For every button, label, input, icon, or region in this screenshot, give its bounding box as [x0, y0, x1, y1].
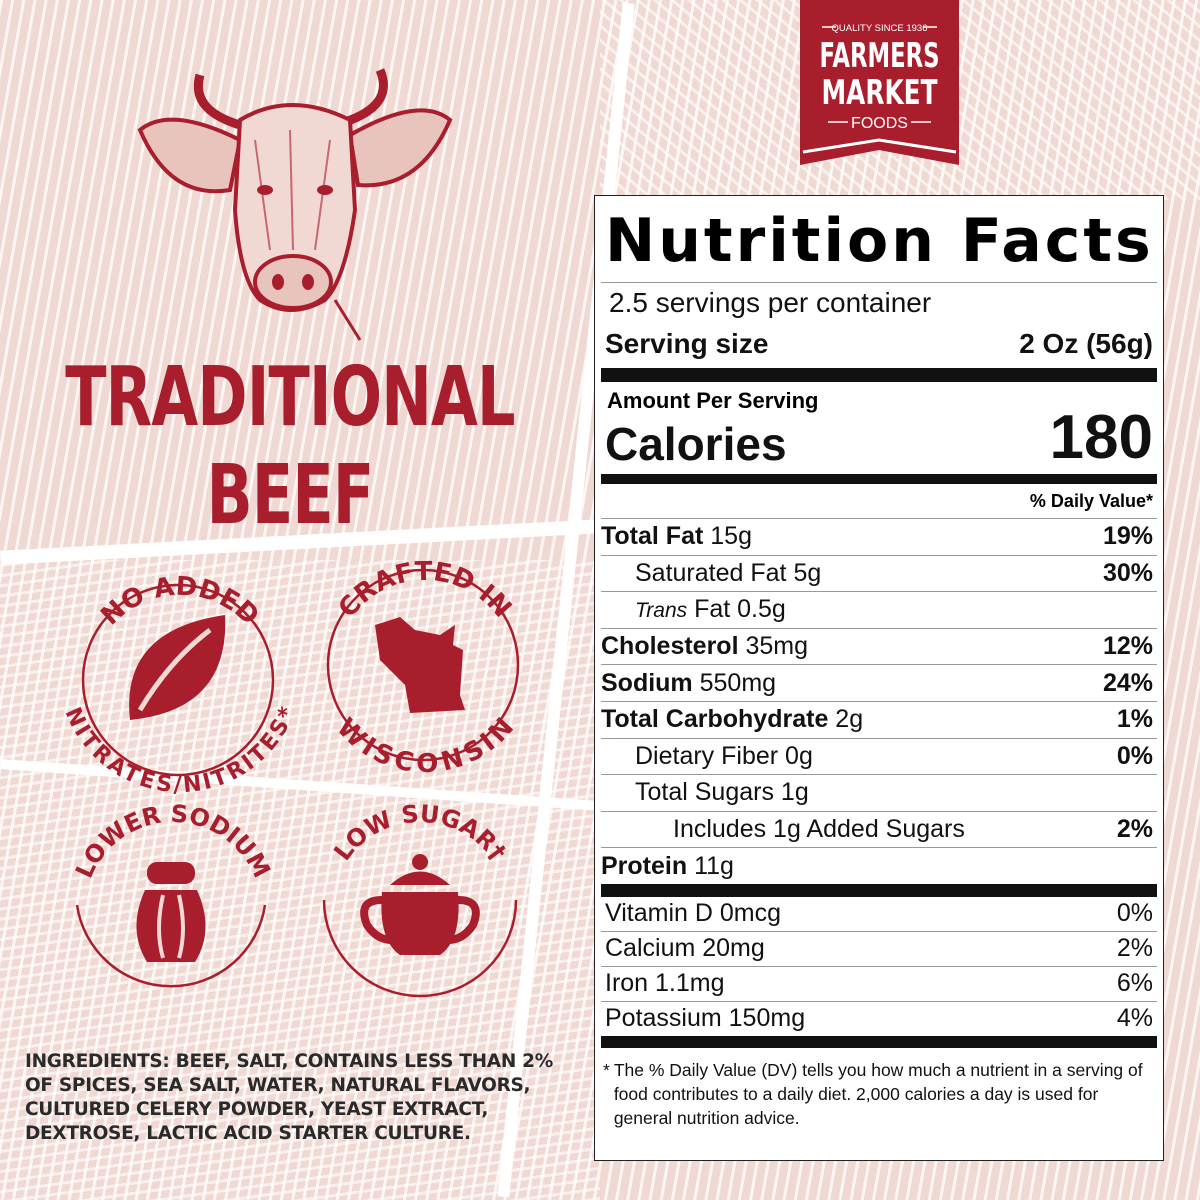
nutrient-row: Trans Fat 0.5g	[601, 591, 1157, 628]
badge-lower-sodium: LOWER SODIUM	[70, 800, 276, 988]
svg-text:CRAFTED IN: CRAFTED IN	[333, 557, 517, 624]
brand-logo: QUALITY SINCE 1936 FARMERS MARKET FOODS	[800, 0, 959, 165]
vitamin-daily-value: 6%	[1116, 969, 1153, 998]
nutrition-facts-panel: Nutrition Facts 2.5 servings per contain…	[594, 195, 1164, 1161]
vitamin-name: Calcium 20mg	[605, 934, 765, 963]
nutrient-daily-value: 12%	[1102, 632, 1153, 661]
cow-illustration	[137, 68, 453, 341]
calories-row: Calories 180	[601, 403, 1157, 472]
nutrient-label: Total Fat 15g	[601, 522, 752, 551]
vitamin-name: Vitamin D 0mcg	[605, 899, 781, 928]
nutrient-row: Includes 1g Added Sugars 2%	[601, 810, 1157, 848]
svg-text:QUALITY SINCE 1936: QUALITY SINCE 1936	[832, 23, 928, 34]
serving-size-row: Serving size 2 Oz (56g)	[601, 323, 1157, 365]
nutrient-name: Fat	[694, 595, 731, 624]
vitamins-list: Vitamin D 0mcg 0% Calcium 20mg 2% Iron 1.1mg…	[601, 897, 1157, 1036]
nutrient-amount: 1g	[780, 778, 809, 807]
serving-size-value: 2 Oz (56g)	[1019, 328, 1153, 359]
nutrient-label: Saturated Fat 5g	[601, 559, 821, 588]
nutrient-label: Dietary Fiber 0g	[601, 742, 813, 771]
nutrient-row: Total Fat 15g 19%	[601, 518, 1157, 555]
vitamin-name: Iron 1.1mg	[605, 969, 725, 998]
daily-value-header: % Daily Value*	[1029, 491, 1153, 511]
nutrient-name: Cholesterol	[601, 632, 739, 661]
nutrient-amount: 2g	[835, 705, 864, 734]
nutrient-name-italic: Trans	[635, 599, 688, 623]
nutrient-row: Saturated Fat 5g 30%	[601, 554, 1157, 592]
nutrient-name: Protein	[601, 851, 688, 880]
nutrient-row: Total Sugars 1g	[601, 774, 1157, 811]
servings-per-container: 2.5 servings per container	[609, 287, 932, 318]
badge-crafted-in-wisconsin: CRAFTED IN WISCONSIN	[326, 557, 520, 779]
vitamin-daily-value: 0%	[1116, 899, 1153, 928]
nutrient-row: Cholesterol 35mg 12%	[601, 627, 1157, 665]
nutrient-label: Trans Fat 0.5g	[601, 595, 786, 624]
vitamin-daily-value: 4%	[1116, 1004, 1153, 1033]
svg-text:MARKET: MARKET	[822, 73, 939, 113]
svg-text:FOODS: FOODS	[851, 115, 908, 132]
nutrient-name: Total Sugars	[635, 778, 774, 807]
nutrient-daily-value: 2%	[1116, 815, 1153, 844]
salt-shaker-icon	[136, 862, 206, 962]
nutrient-label: Includes 1g Added Sugars	[601, 815, 965, 844]
ingredients-list: INGREDIENTS: BEEF, SALT, CONTAINS LESS T…	[25, 1051, 553, 1144]
nutrient-amount: 0.5g	[737, 595, 786, 624]
nutrient-amount: 15g	[710, 522, 752, 551]
daily-value-footnote: * The % Daily Value (DV) tells you how mu…	[601, 1048, 1157, 1130]
vitamin-name: Potassium 150mg	[605, 1004, 806, 1033]
product-title-line1: TRADITIONAL	[65, 350, 515, 445]
nutrient-amount: 35mg	[745, 632, 809, 661]
vitamin-daily-value: 2%	[1116, 934, 1153, 963]
nutrient-amount: 0g	[785, 741, 813, 770]
amount-per-serving: Amount Per Serving	[607, 388, 819, 413]
nutrient-name: Total Fat	[601, 522, 704, 551]
nutrient-label: Sodium 550mg	[601, 669, 776, 698]
svg-text:WISCONSIN: WISCONSIN	[331, 712, 520, 779]
vitamin-row: Iron 1.1mg 6%	[601, 965, 1157, 1001]
nutrient-label: Total Sugars 1g	[601, 778, 809, 807]
nutrition-facts-title: Nutrition Facts	[605, 206, 1154, 276]
nutrient-row: Total Carbohydrate 2g 1%	[601, 700, 1157, 738]
nutrient-daily-value: 1%	[1116, 705, 1153, 734]
wisconsin-map-icon	[375, 617, 465, 713]
nutrients-list: Total Fat 15g 19% Saturated Fat 5g 30% Trans…	[601, 518, 1157, 884]
nutrient-name: Sodium	[601, 668, 693, 697]
badge-no-added-nitrates: NO ADDED NITRATES/NITRITES*	[60, 572, 300, 799]
nutrient-row: Dietary Fiber 0g 0%	[601, 737, 1157, 775]
nutrient-label: Total Carbohydrate 2g	[601, 705, 863, 734]
badge-low-sugar: LOW SUGAR†	[322, 800, 518, 998]
product-title-line2: BEEF	[206, 448, 375, 543]
calories-value: 180	[1049, 402, 1153, 472]
vitamin-row: Vitamin D 0mcg 0%	[601, 897, 1157, 931]
nutrient-label: Protein 11g	[601, 852, 734, 881]
sugar-bowl-icon	[360, 854, 480, 955]
nutrient-name: Dietary Fiber	[635, 741, 779, 770]
nutrient-name: Saturated Fat	[635, 558, 787, 587]
serving-size-label: Serving size	[605, 328, 769, 359]
nutrient-amount: 11g	[694, 851, 734, 880]
calories-label: Calories	[605, 418, 787, 470]
nutrient-daily-value: 30%	[1102, 558, 1153, 587]
footnote-text: The % Daily Value (DV) tells you how muc…	[613, 1059, 1143, 1128]
nutrient-daily-value: 19%	[1102, 522, 1153, 551]
nutrient-name: Total Carbohydrate	[601, 705, 829, 734]
nutrient-daily-value: 24%	[1102, 668, 1153, 697]
nutrient-amount: 5g	[793, 558, 822, 587]
nutrient-daily-value: 0%	[1116, 741, 1153, 770]
svg-text:NO ADDED: NO ADDED	[95, 572, 264, 632]
leaf-icon	[129, 615, 226, 720]
vitamin-row: Calcium 20mg 2%	[601, 930, 1157, 966]
nutrient-label: Cholesterol 35mg	[601, 632, 808, 661]
nutrient-row: Protein 11g	[601, 847, 1157, 884]
svg-text:FARMERS: FARMERS	[820, 36, 940, 76]
nutrient-row: Sodium 550mg 24%	[601, 664, 1157, 701]
background-pattern	[0, 560, 600, 1200]
nutrient-amount: 550mg	[699, 668, 777, 697]
footnote-mark: *	[603, 1059, 610, 1080]
vitamin-row: Potassium 150mg 4%	[601, 1000, 1157, 1036]
nutrient-name: Includes 1g Added Sugars	[673, 815, 965, 844]
